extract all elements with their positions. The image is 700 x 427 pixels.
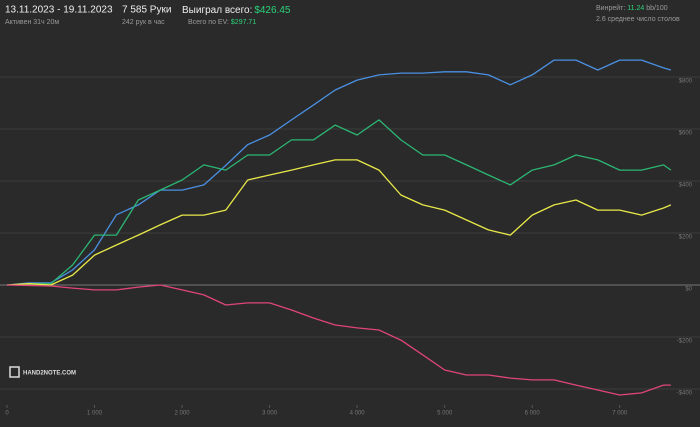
winrate-value: 11.24 [627,5,644,12]
series-line [6,59,672,286]
y-tick-label: -$400 [677,391,693,397]
x-tick-label: 1 000 [87,411,103,417]
winrate-unit: bb/100 [646,5,668,12]
y-tick-label: $800 [679,79,693,85]
series-line [6,119,672,286]
series-line [6,159,672,286]
won-label: Выиграл всего: [182,5,252,16]
ev-label: Всего по EV: [188,19,229,26]
x-tick-label: 0 [5,411,9,417]
won-value: $426.45 [254,5,291,16]
tables: 2.6 среднее число столов [596,16,680,23]
won: Выиграл всего: $426.45 [182,5,291,16]
y-tick-label: $600 [679,131,693,137]
plot: $800 $600 $400 $200 $0 -$200 -$400 0 1 000 2 000 3… [0,59,700,417]
logo-icon [9,366,20,378]
y-tick-label: $200 [679,235,693,241]
hands: 7 585 Руки [122,5,171,16]
winrate: Винрейт: 11.24 bb/100 [596,4,668,12]
x-tick-label: 4 000 [350,411,366,417]
logo: HAND2NOTE.COM [23,371,76,377]
x-tick-label: 5 000 [437,411,453,417]
x-tick-label: 3 000 [262,411,278,417]
winrate-label: Винрейт: [596,4,625,12]
active-time: Активен 31ч 20м [5,19,59,26]
date-range: 13.11.2023 - 19.11.2023 [5,5,113,16]
y-tick-label: $400 [679,183,693,189]
hands-per-hour: 242 рук в час [122,19,165,26]
x-tick-label: 6 000 [525,411,541,417]
x-tick-label: 7 000 [612,411,628,417]
y-tick-label: $0 [685,287,692,293]
ev-value: $297.71 [231,19,256,26]
series-line [6,284,671,396]
y-tick-label: -$200 [677,339,693,345]
x-tick-label: 2 000 [175,411,191,417]
ev: Всего по EV: $297.71 [188,19,256,26]
